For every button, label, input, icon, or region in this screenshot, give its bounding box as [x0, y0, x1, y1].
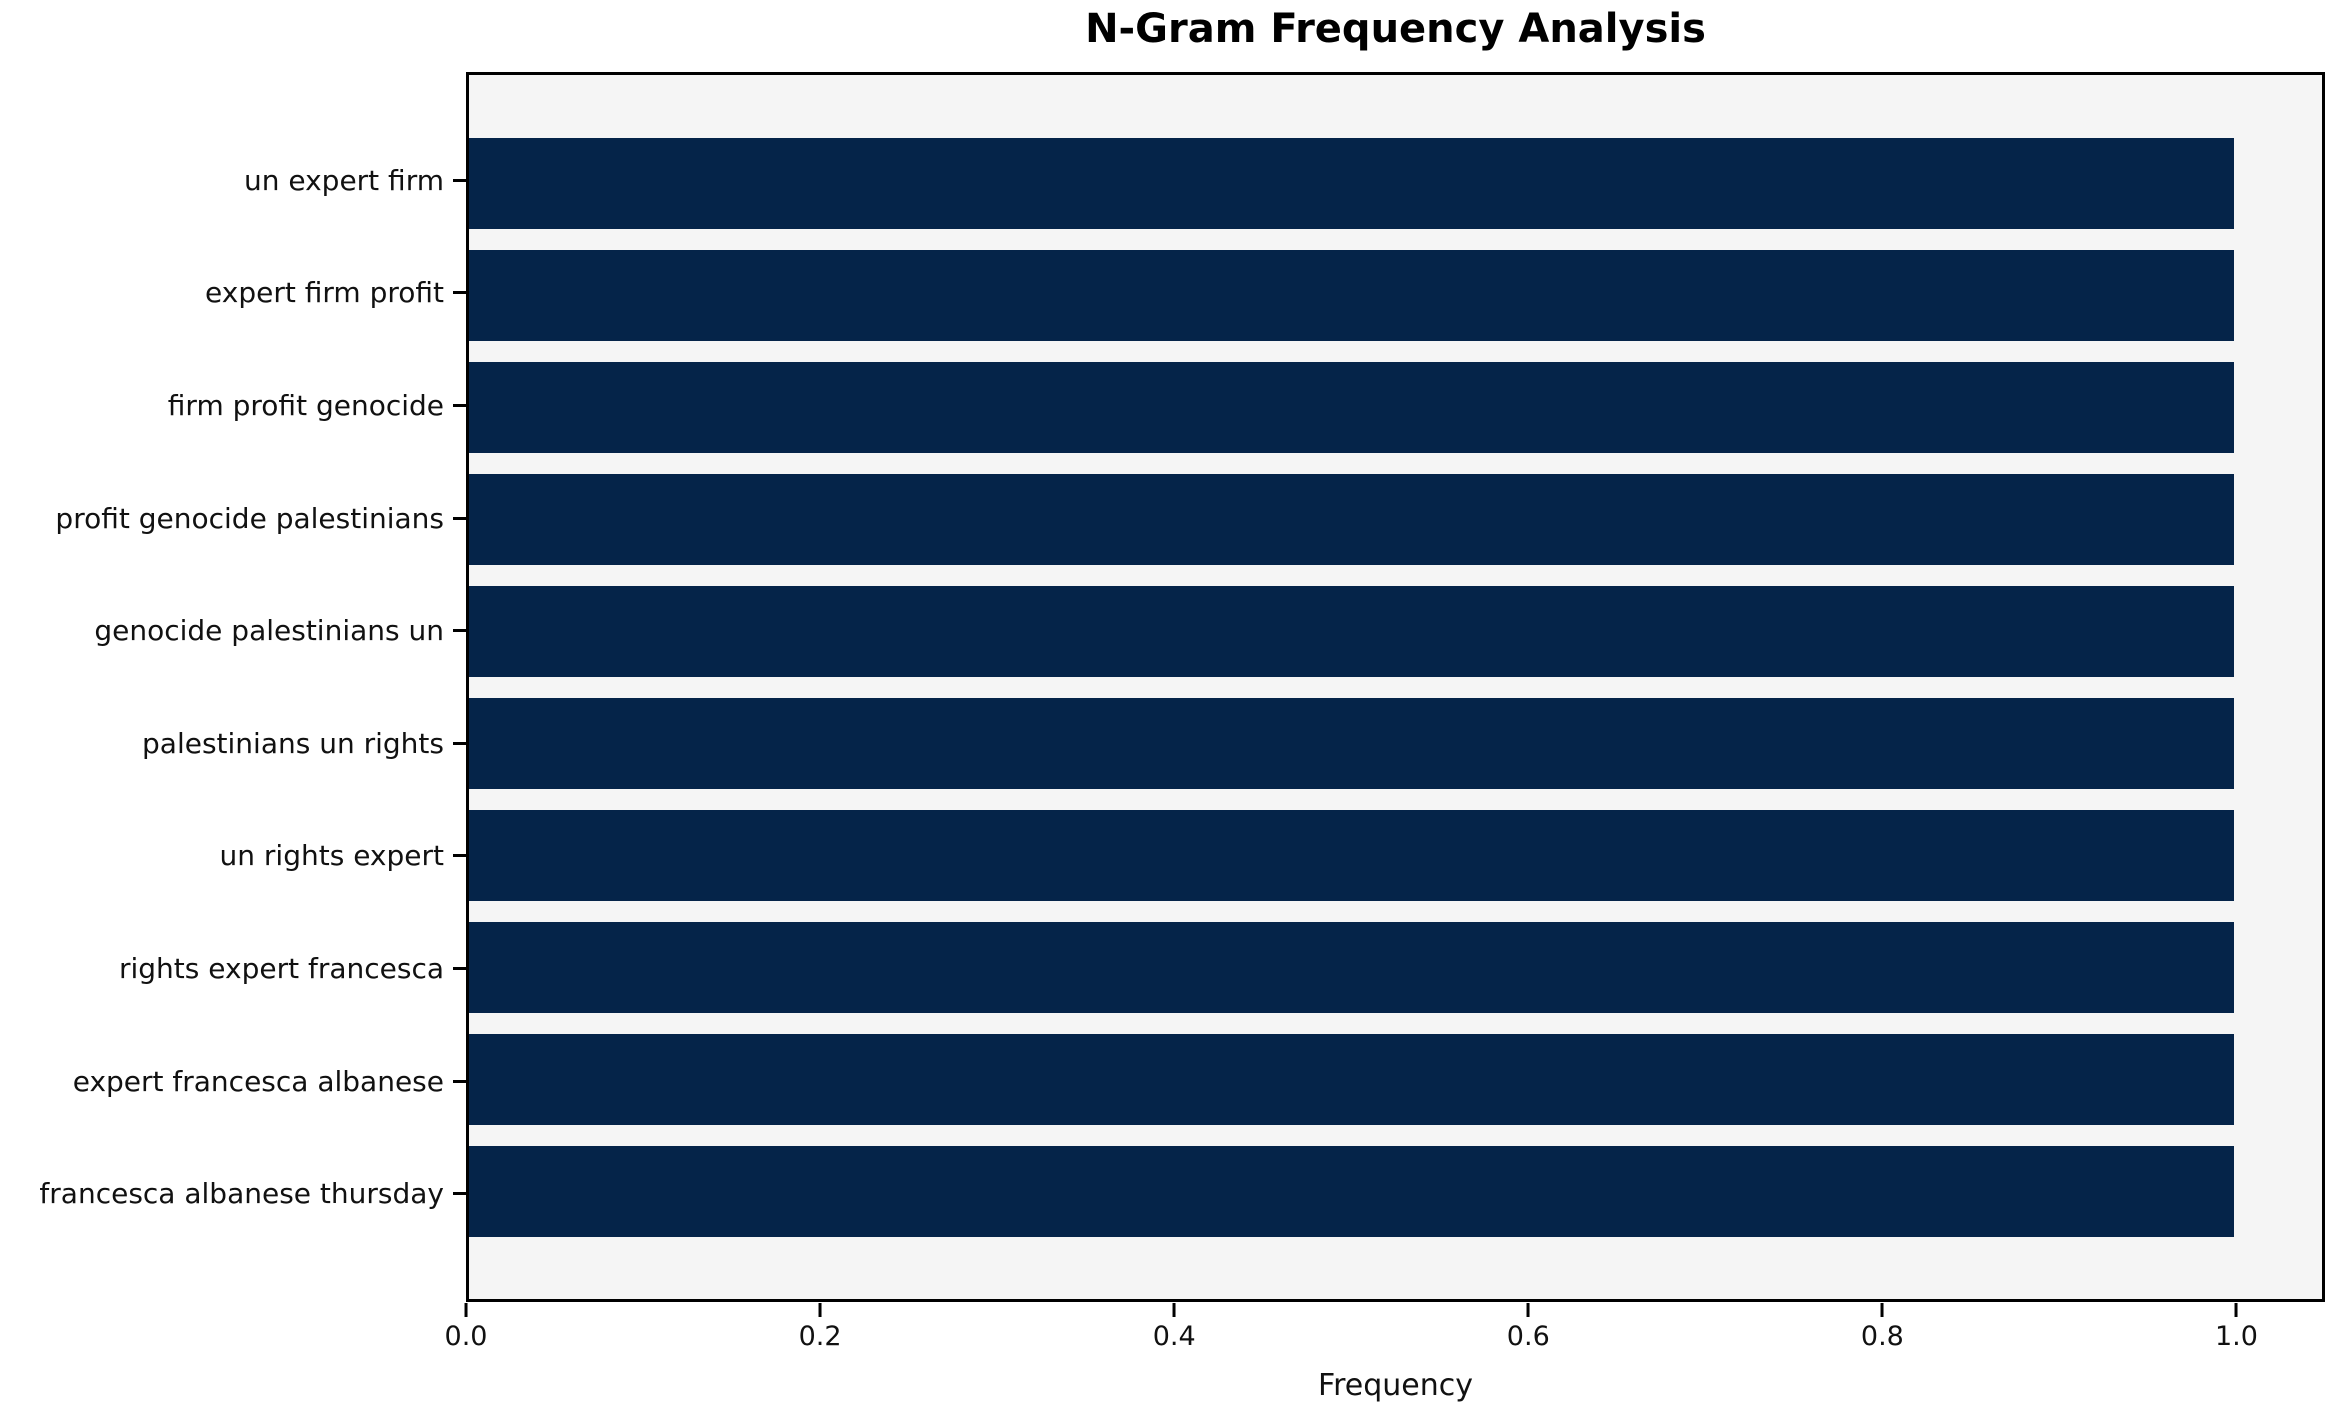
x-axis-tick-label: 0.6 — [1506, 1321, 1550, 1352]
y-axis-label-row: expert francesca albanese — [0, 1025, 466, 1138]
frequency-bar — [469, 697, 2234, 789]
frequency-bar — [469, 809, 2234, 901]
y-axis-tick-label: un rights expert — [219, 839, 444, 873]
y-axis-tick-label: expert firm profit — [205, 276, 444, 310]
bar-row — [469, 1023, 2322, 1135]
bar-row — [469, 799, 2322, 911]
bar-row — [469, 575, 2322, 687]
bars-container — [469, 75, 2322, 1299]
y-axis-label-row: francesca albanese thursday — [0, 1137, 466, 1250]
x-axis-tick-label: 1.0 — [2214, 1321, 2258, 1352]
y-axis-label-row: expert firm profit — [0, 237, 466, 350]
x-axis-tick: 1.0 — [2215, 1303, 2258, 1352]
bar-row — [469, 911, 2322, 1023]
x-axis-tick-label: 0.2 — [798, 1321, 842, 1352]
frequency-bar — [469, 585, 2234, 677]
bar-row — [469, 1135, 2322, 1247]
y-axis-tick-label: un expert firm — [243, 163, 444, 197]
x-axis-tick-label: 0.0 — [444, 1321, 488, 1352]
y-axis-tick-label: profit genocide palestinians — [55, 501, 444, 535]
y-tick-mark — [453, 516, 466, 520]
frequency-bar — [469, 473, 2234, 565]
x-axis-tick: 0.6 — [1507, 1303, 1550, 1352]
x-axis-tick: 0.8 — [1861, 1303, 1904, 1352]
x-tick-mark — [818, 1303, 822, 1317]
y-tick-mark — [453, 1079, 466, 1083]
y-axis-label-row: un expert firm — [0, 124, 466, 237]
y-axis-label-row: palestinians un rights — [0, 687, 466, 800]
frequency-bar — [469, 361, 2234, 453]
y-axis-label-row: genocide palestinians un — [0, 574, 466, 687]
y-tick-mark — [453, 741, 466, 745]
y-tick-mark — [453, 403, 466, 407]
y-axis-label-row: profit genocide palestinians — [0, 462, 466, 575]
frequency-bar — [469, 1033, 2234, 1125]
y-tick-mark — [453, 1192, 466, 1196]
x-tick-mark — [2234, 1303, 2238, 1317]
y-axis-label-row: rights expert francesca — [0, 912, 466, 1025]
y-tick-mark — [453, 854, 466, 858]
bar-row — [469, 351, 2322, 463]
frequency-bar — [469, 137, 2234, 229]
x-axis-title: Frequency — [1318, 1368, 1473, 1403]
x-tick-mark — [1526, 1303, 1530, 1317]
y-tick-mark — [453, 291, 466, 295]
x-axis-tick-label: 0.4 — [1152, 1321, 1196, 1352]
y-axis-labels: un expert firm expert firm profit firm p… — [0, 72, 466, 1302]
y-tick-mark — [453, 966, 466, 970]
plot-area — [466, 72, 2325, 1302]
x-axis-tick: 0.4 — [1153, 1303, 1196, 1352]
frequency-bar — [469, 921, 2234, 1013]
y-axis-label-row: un rights expert — [0, 800, 466, 913]
y-axis-tick-label: rights expert francesca — [118, 951, 444, 985]
y-axis-tick-label: francesca albanese thursday — [39, 1177, 444, 1211]
bar-row — [469, 687, 2322, 799]
x-axis: 0.0 0.2 0.4 0.6 0.8 1.0 — [445, 1303, 2325, 1365]
x-tick-mark — [464, 1303, 468, 1317]
chart-title: N-Gram Frequency Analysis — [1085, 6, 1706, 52]
y-axis-label-row: firm profit genocide — [0, 349, 466, 462]
x-axis-tick: 0.2 — [799, 1303, 842, 1352]
bar-row — [469, 239, 2322, 351]
y-tick-mark — [453, 629, 466, 633]
y-axis-tick-label: genocide palestinians un — [94, 614, 444, 648]
bar-row — [469, 127, 2322, 239]
x-tick-mark — [1880, 1303, 1884, 1317]
frequency-bar — [469, 1145, 2234, 1237]
y-axis-tick-label: firm profit genocide — [167, 388, 444, 422]
frequency-bar — [469, 249, 2234, 341]
x-axis-tick: 0.0 — [444, 1303, 488, 1352]
bar-row — [469, 463, 2322, 575]
y-axis-tick-label: palestinians un rights — [142, 726, 444, 760]
y-axis-tick-label: expert francesca albanese — [72, 1064, 444, 1098]
x-tick-mark — [1172, 1303, 1176, 1317]
y-tick-mark — [453, 178, 466, 182]
x-axis-tick-label: 0.8 — [1860, 1321, 1904, 1352]
